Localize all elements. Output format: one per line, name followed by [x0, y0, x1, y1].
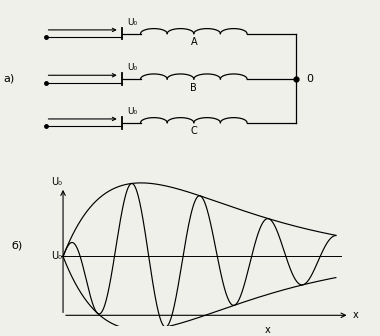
- Text: x: x: [352, 310, 358, 320]
- Text: x: x: [265, 325, 271, 335]
- Text: C: C: [190, 126, 197, 136]
- Text: б): б): [11, 240, 23, 250]
- Text: B: B: [190, 83, 197, 93]
- Text: U₀: U₀: [51, 251, 62, 261]
- Text: U₀: U₀: [127, 107, 138, 116]
- Text: U₀: U₀: [127, 63, 138, 72]
- Text: 0: 0: [306, 74, 313, 84]
- Text: A: A: [190, 37, 197, 47]
- Text: а): а): [4, 74, 15, 84]
- Text: U₀: U₀: [51, 177, 62, 187]
- Text: U₀: U₀: [127, 17, 138, 27]
